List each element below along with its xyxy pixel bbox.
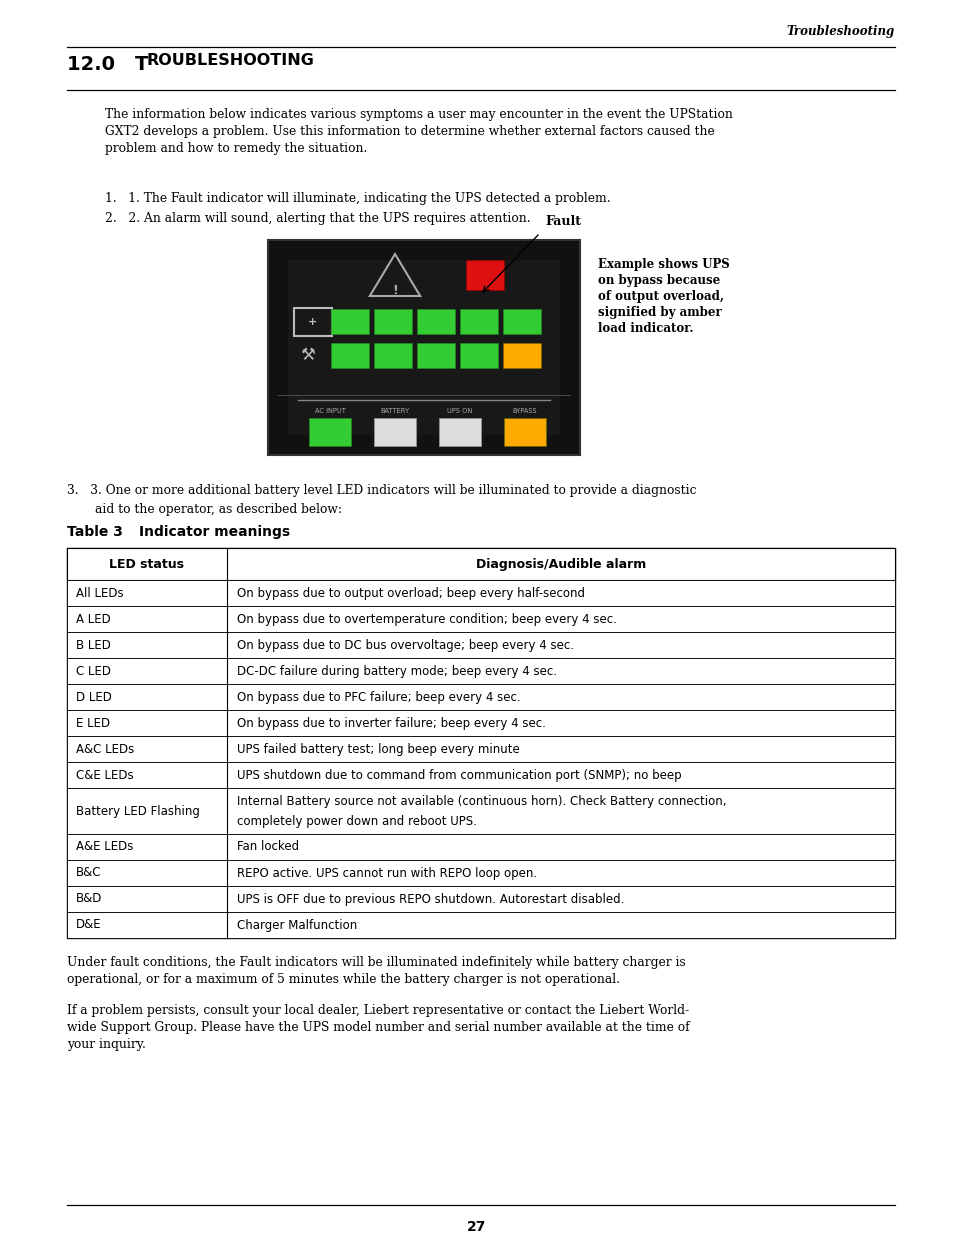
Bar bbox=[268, 240, 579, 454]
Bar bbox=[374, 417, 416, 446]
Text: UPS is OFF due to previous REPO shutdown. Autorestart disabled.: UPS is OFF due to previous REPO shutdown… bbox=[236, 893, 623, 905]
Text: of output overload,: of output overload, bbox=[598, 290, 723, 303]
Text: Under fault conditions, the Fault indicators will be illuminated indefinitely wh: Under fault conditions, the Fault indica… bbox=[67, 956, 685, 969]
Text: load indicator.: load indicator. bbox=[598, 322, 693, 335]
Bar bbox=[67, 860, 894, 885]
Bar bbox=[374, 343, 412, 368]
Bar bbox=[331, 343, 369, 368]
Text: Internal Battery source not available (continuous horn). Check Battery connectio: Internal Battery source not available (c… bbox=[236, 795, 726, 808]
Text: +: + bbox=[308, 317, 317, 327]
Bar bbox=[288, 261, 559, 435]
Text: aid to the operator, as described below:: aid to the operator, as described below: bbox=[95, 503, 341, 516]
Text: REPO active. UPS cannot run with REPO loop open.: REPO active. UPS cannot run with REPO lo… bbox=[236, 867, 537, 879]
Text: On bypass due to output overload; beep every half-second: On bypass due to output overload; beep e… bbox=[236, 587, 584, 599]
Bar bbox=[459, 343, 497, 368]
Bar bbox=[67, 548, 894, 939]
Text: Fan locked: Fan locked bbox=[236, 841, 299, 853]
Text: On bypass due to DC bus overvoltage; beep every 4 sec.: On bypass due to DC bus overvoltage; bee… bbox=[236, 638, 574, 652]
Text: !: ! bbox=[392, 284, 397, 296]
Bar bbox=[309, 417, 351, 446]
Bar bbox=[67, 710, 894, 736]
Text: If a problem persists, consult your local dealer, Liebert representative or cont: If a problem persists, consult your loca… bbox=[67, 1004, 688, 1016]
Bar bbox=[502, 309, 540, 333]
Bar bbox=[465, 261, 503, 290]
Bar bbox=[67, 911, 894, 939]
Bar bbox=[503, 417, 545, 446]
Text: wide Support Group. Please have the UPS model number and serial number available: wide Support Group. Please have the UPS … bbox=[67, 1021, 689, 1034]
Text: ⚒: ⚒ bbox=[300, 346, 315, 364]
Text: A&E LEDs: A&E LEDs bbox=[76, 841, 133, 853]
Text: on bypass because: on bypass because bbox=[598, 274, 720, 287]
Text: B&D: B&D bbox=[76, 893, 102, 905]
Bar bbox=[459, 309, 497, 333]
Text: GXT2 develops a problem. Use this information to determine whether external fact: GXT2 develops a problem. Use this inform… bbox=[105, 125, 714, 138]
Text: operational, or for a maximum of 5 minutes while the battery charger is not oper: operational, or for a maximum of 5 minut… bbox=[67, 973, 619, 986]
Bar bbox=[67, 684, 894, 710]
Text: T: T bbox=[135, 56, 149, 74]
Bar bbox=[502, 343, 540, 368]
Text: On bypass due to PFC failure; beep every 4 sec.: On bypass due to PFC failure; beep every… bbox=[236, 690, 520, 704]
Text: Troubleshooting: Troubleshooting bbox=[786, 25, 894, 38]
Text: B LED: B LED bbox=[76, 638, 111, 652]
Text: Charger Malfunction: Charger Malfunction bbox=[236, 919, 356, 931]
Text: your inquiry.: your inquiry. bbox=[67, 1037, 146, 1051]
Text: 1.   1. The Fault indicator will illuminate, indicating the UPS detected a probl: 1. 1. The Fault indicator will illuminat… bbox=[105, 191, 610, 205]
Text: AC INPUT: AC INPUT bbox=[314, 408, 345, 414]
Text: Battery LED Flashing: Battery LED Flashing bbox=[76, 804, 200, 818]
Text: UPS ON: UPS ON bbox=[447, 408, 472, 414]
Bar bbox=[332, 316, 337, 327]
Text: completely power down and reboot UPS.: completely power down and reboot UPS. bbox=[236, 815, 476, 827]
Text: LED status: LED status bbox=[110, 557, 184, 571]
Text: On bypass due to overtemperature condition; beep every 4 sec.: On bypass due to overtemperature conditi… bbox=[236, 613, 617, 625]
Bar bbox=[416, 309, 455, 333]
Bar bbox=[374, 309, 412, 333]
Text: BATTERY: BATTERY bbox=[380, 408, 409, 414]
Text: B&C: B&C bbox=[76, 867, 101, 879]
Text: 12.0: 12.0 bbox=[67, 56, 129, 74]
Text: Fault: Fault bbox=[544, 215, 580, 228]
Text: Indicator meanings: Indicator meanings bbox=[139, 525, 290, 538]
Text: problem and how to remedy the situation.: problem and how to remedy the situation. bbox=[105, 142, 367, 156]
Bar bbox=[67, 632, 894, 658]
Text: E LED: E LED bbox=[76, 716, 110, 730]
Bar bbox=[67, 658, 894, 684]
Text: On bypass due to inverter failure; beep every 4 sec.: On bypass due to inverter failure; beep … bbox=[236, 716, 545, 730]
Text: Example shows UPS: Example shows UPS bbox=[598, 258, 729, 270]
Text: signified by amber: signified by amber bbox=[598, 306, 721, 319]
Bar bbox=[438, 417, 480, 446]
Text: ROUBLESHOOTING: ROUBLESHOOTING bbox=[147, 53, 314, 68]
Bar bbox=[67, 606, 894, 632]
Bar bbox=[294, 308, 332, 336]
Text: 3.   3. One or more additional battery level LED indicators will be illuminated : 3. 3. One or more additional battery lev… bbox=[67, 484, 696, 496]
Text: UPS failed battery test; long beep every minute: UPS failed battery test; long beep every… bbox=[236, 742, 519, 756]
Text: 27: 27 bbox=[467, 1220, 486, 1234]
Text: Diagnosis/Audible alarm: Diagnosis/Audible alarm bbox=[476, 557, 645, 571]
Text: BYPASS: BYPASS bbox=[512, 408, 537, 414]
Bar bbox=[67, 548, 894, 580]
Text: Table 3: Table 3 bbox=[67, 525, 123, 538]
Text: A&C LEDs: A&C LEDs bbox=[76, 742, 134, 756]
Text: D LED: D LED bbox=[76, 690, 112, 704]
Bar bbox=[67, 788, 894, 834]
Bar bbox=[67, 736, 894, 762]
Bar bbox=[67, 580, 894, 606]
Text: The information below indicates various symptoms a user may encounter in the eve: The information below indicates various … bbox=[105, 107, 732, 121]
Text: D&E: D&E bbox=[76, 919, 102, 931]
Text: C LED: C LED bbox=[76, 664, 111, 678]
Bar bbox=[331, 309, 369, 333]
Bar bbox=[416, 343, 455, 368]
Text: C&E LEDs: C&E LEDs bbox=[76, 768, 133, 782]
Text: 2.   2. An alarm will sound, alerting that the UPS requires attention.: 2. 2. An alarm will sound, alerting that… bbox=[105, 212, 530, 225]
Text: UPS shutdown due to command from communication port (SNMP); no beep: UPS shutdown due to command from communi… bbox=[236, 768, 680, 782]
Text: A LED: A LED bbox=[76, 613, 111, 625]
Bar bbox=[67, 834, 894, 860]
Bar bbox=[67, 885, 894, 911]
Text: DC-DC failure during battery mode; beep every 4 sec.: DC-DC failure during battery mode; beep … bbox=[236, 664, 557, 678]
Text: All LEDs: All LEDs bbox=[76, 587, 124, 599]
Bar bbox=[67, 762, 894, 788]
